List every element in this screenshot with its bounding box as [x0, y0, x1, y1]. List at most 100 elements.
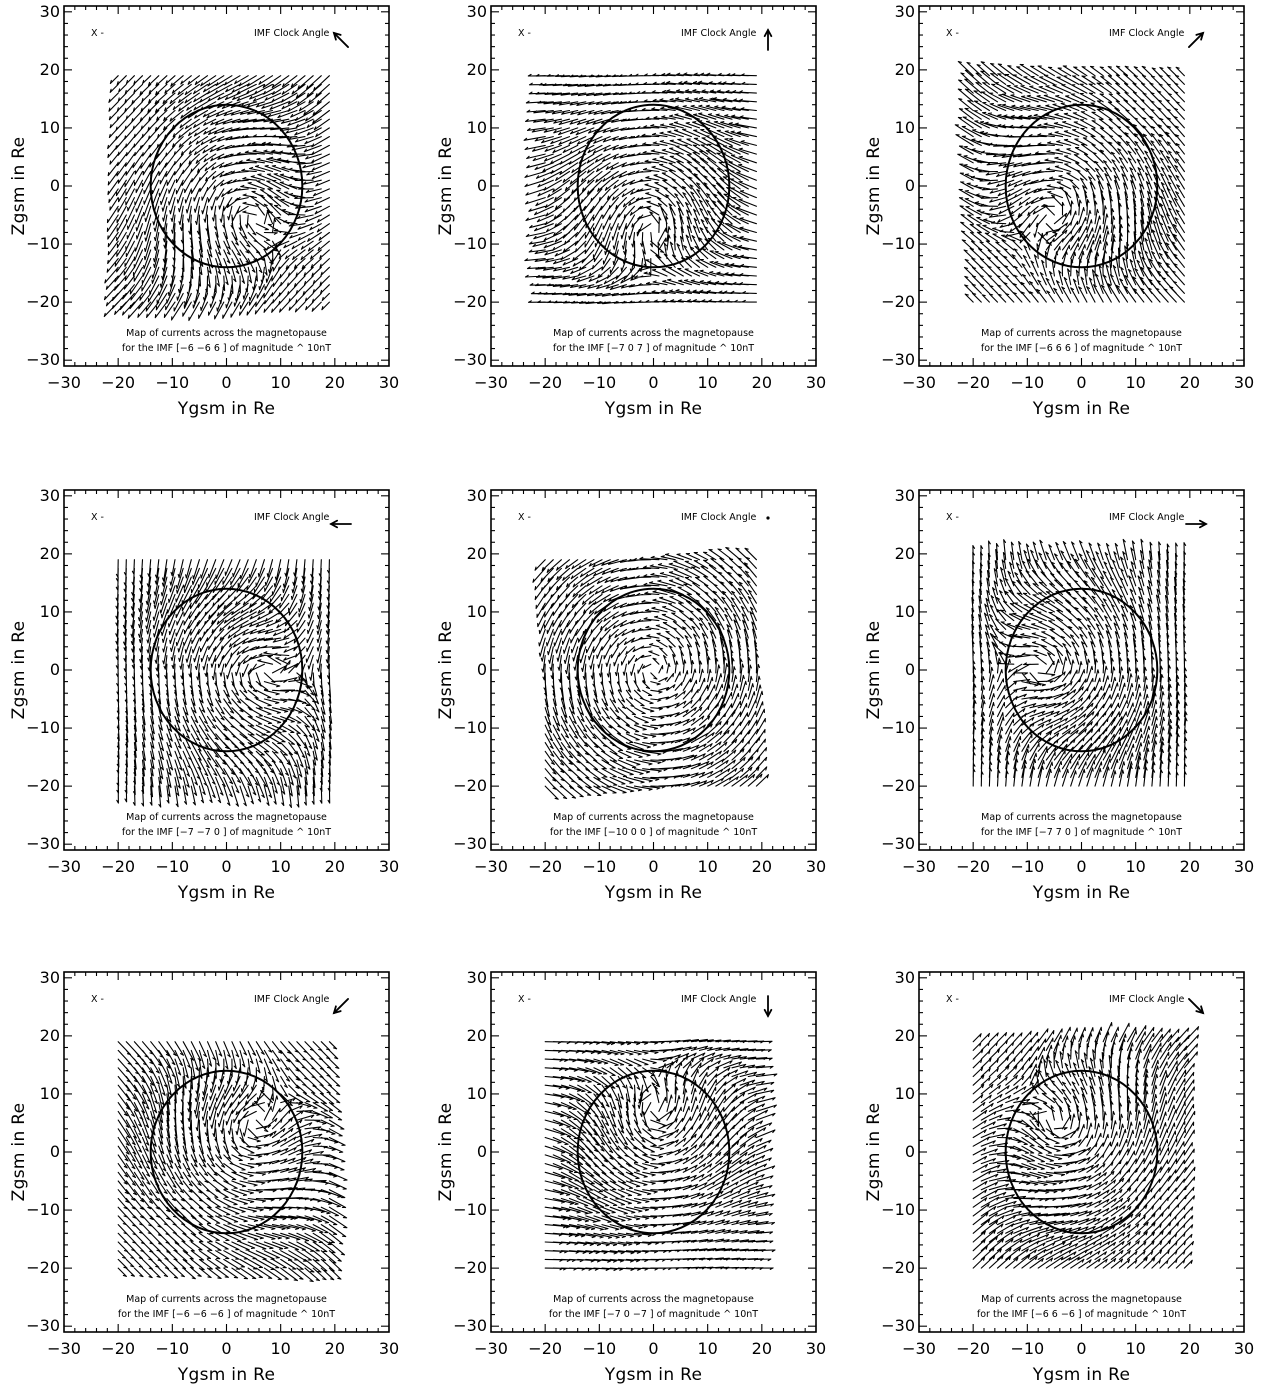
y-tick-label: 20: [467, 1026, 487, 1045]
y-tick-label: 30: [467, 486, 487, 505]
x-axis-title: Ygsm in Re: [604, 399, 702, 419]
caption-line-2: for the IMF [−6 −6 −6 ] of magnitude ^ 1…: [118, 1309, 335, 1320]
panel-2: −30 −20 −10 0 10 20 30 30 20 10 0 −10 −20 −30 Ygsm in …: [436, 2, 826, 419]
x-tick-label: −30: [474, 857, 508, 876]
clock-angle-arrow-icon: [763, 995, 773, 1018]
y-tick-label: 20: [467, 544, 487, 563]
x-axis-title: Ygsm in Re: [604, 883, 702, 903]
x-tick-label: −30: [902, 857, 936, 876]
x-tick-label: −10: [1010, 373, 1044, 392]
y-tick-label: −10: [881, 1200, 915, 1219]
y-tick-label: −20: [453, 776, 487, 795]
y-tick-label: −30: [881, 834, 915, 853]
y-tick-label: −10: [881, 234, 915, 253]
y-tick-label: 30: [40, 486, 60, 505]
y-axis-title: Zgsm in Re: [864, 621, 884, 720]
panel-8: −30 −20 −10 0 10 20 30 30 20 10 0 −10 −20 −30 Ygsm in …: [436, 968, 826, 1385]
clock-angle-arrow-icon: [763, 28, 773, 51]
x-tick-label: −10: [155, 373, 189, 392]
y-tick-label: 0: [905, 176, 915, 195]
x-tick-label: 20: [752, 1339, 772, 1358]
x-tick-label: 20: [325, 857, 345, 876]
clock-angle-label: IMF Clock Angle: [1109, 28, 1185, 39]
x-tick-label: −20: [528, 857, 562, 876]
y-tick-label: −10: [881, 718, 915, 737]
x-tick-label: 0: [1076, 373, 1086, 392]
x-tick-label: 10: [697, 1339, 717, 1358]
x-tick-label: −10: [582, 1339, 616, 1358]
current-vectors: [972, 1022, 1200, 1269]
x-tick-label: 0: [221, 373, 231, 392]
x-tick-label: 30: [806, 373, 826, 392]
y-tick-label: −10: [453, 234, 487, 253]
current-vectors: [115, 559, 333, 808]
x-tick-label: 30: [806, 1339, 826, 1358]
magnetopause-circle: [1004, 1069, 1159, 1235]
y-tick-label: 0: [477, 1142, 487, 1161]
panel-6: −30 −20 −10 0 10 20 30 30 20 10 0 −10 −20 −30 Ygsm in …: [864, 486, 1254, 903]
x-tick-label: −20: [528, 373, 562, 392]
x-axis-title: Ygsm in Re: [177, 399, 275, 419]
caption-line-2: for the IMF [−7 0 7 ] of magnitude ^ 10n…: [553, 343, 754, 354]
y-tick-label: −30: [881, 350, 915, 369]
y-tick-label: −30: [26, 350, 60, 369]
y-tick-label: 20: [40, 1026, 60, 1045]
current-vectors: [523, 72, 757, 305]
x-label-text: X -: [91, 28, 104, 39]
y-tick-label: 10: [895, 602, 915, 621]
x-tick-label: 20: [1180, 1339, 1200, 1358]
caption-line-1: Map of currents across the magnetopause: [981, 328, 1182, 339]
x-tick-label: 10: [270, 373, 290, 392]
y-tick-label: 10: [40, 118, 60, 137]
x-tick-label: −30: [902, 1339, 936, 1358]
current-vector-arrows: [971, 538, 1188, 787]
y-tick-label: −20: [26, 292, 60, 311]
y-tick-label: −30: [453, 350, 487, 369]
magnetopause-circle: [576, 103, 731, 269]
x-tick-label: 30: [379, 1339, 399, 1358]
caption-line-1: Map of currents across the magnetopause: [981, 1294, 1182, 1305]
y-tick-label: 10: [40, 1084, 60, 1103]
y-tick-label: 30: [467, 2, 487, 21]
current-vector-arrows: [544, 1038, 778, 1272]
current-vectors: [971, 538, 1188, 787]
clock-angle-label: IMF Clock Angle: [1109, 512, 1185, 523]
caption-line-2: for the IMF [−6 6 6 ] of magnitude ^ 10n…: [981, 343, 1182, 354]
x-tick-label: −30: [47, 857, 81, 876]
magnetopause-circle: [576, 587, 731, 753]
y-tick-label: 0: [477, 176, 487, 195]
x-tick-label: 10: [270, 1339, 290, 1358]
x-label-text: X -: [946, 994, 959, 1005]
x-label-text: X -: [946, 512, 959, 523]
x-tick-label: −20: [956, 373, 990, 392]
y-tick-label: −20: [453, 292, 487, 311]
clock-angle-label: IMF Clock Angle: [681, 28, 757, 39]
x-tick-label: 0: [1076, 1339, 1086, 1358]
clock-angle-label: IMF Clock Angle: [254, 28, 330, 39]
current-vectors: [954, 60, 1185, 303]
x-tick-label: 10: [697, 857, 717, 876]
y-axis-title: Zgsm in Re: [864, 1103, 884, 1202]
clock-angle-arrow-icon: [1185, 519, 1208, 529]
x-label-text: X -: [91, 994, 104, 1005]
clock-angle-arrow-icon: [332, 31, 349, 48]
y-tick-label: 0: [905, 1142, 915, 1161]
current-vector-arrows: [972, 1022, 1200, 1269]
y-tick-label: −30: [881, 1316, 915, 1335]
y-tick-label: −20: [881, 292, 915, 311]
y-axis-title: Zgsm in Re: [9, 621, 29, 720]
y-tick-label: 30: [40, 2, 60, 21]
plot-frame: [918, 971, 1245, 1333]
x-tick-label: 10: [270, 857, 290, 876]
x-tick-label: 20: [752, 857, 772, 876]
x-tick-label: 0: [1076, 857, 1086, 876]
y-tick-label: 10: [895, 1084, 915, 1103]
clock-angle-label: IMF Clock Angle: [681, 512, 757, 523]
x-tick-label: −20: [956, 857, 990, 876]
magnetopause-circle: [149, 1069, 304, 1235]
y-axis-title: Zgsm in Re: [9, 1103, 29, 1202]
y-tick-label: 20: [895, 544, 915, 563]
y-tick-label: 10: [467, 602, 487, 621]
magnetopause-circle: [1004, 587, 1159, 753]
